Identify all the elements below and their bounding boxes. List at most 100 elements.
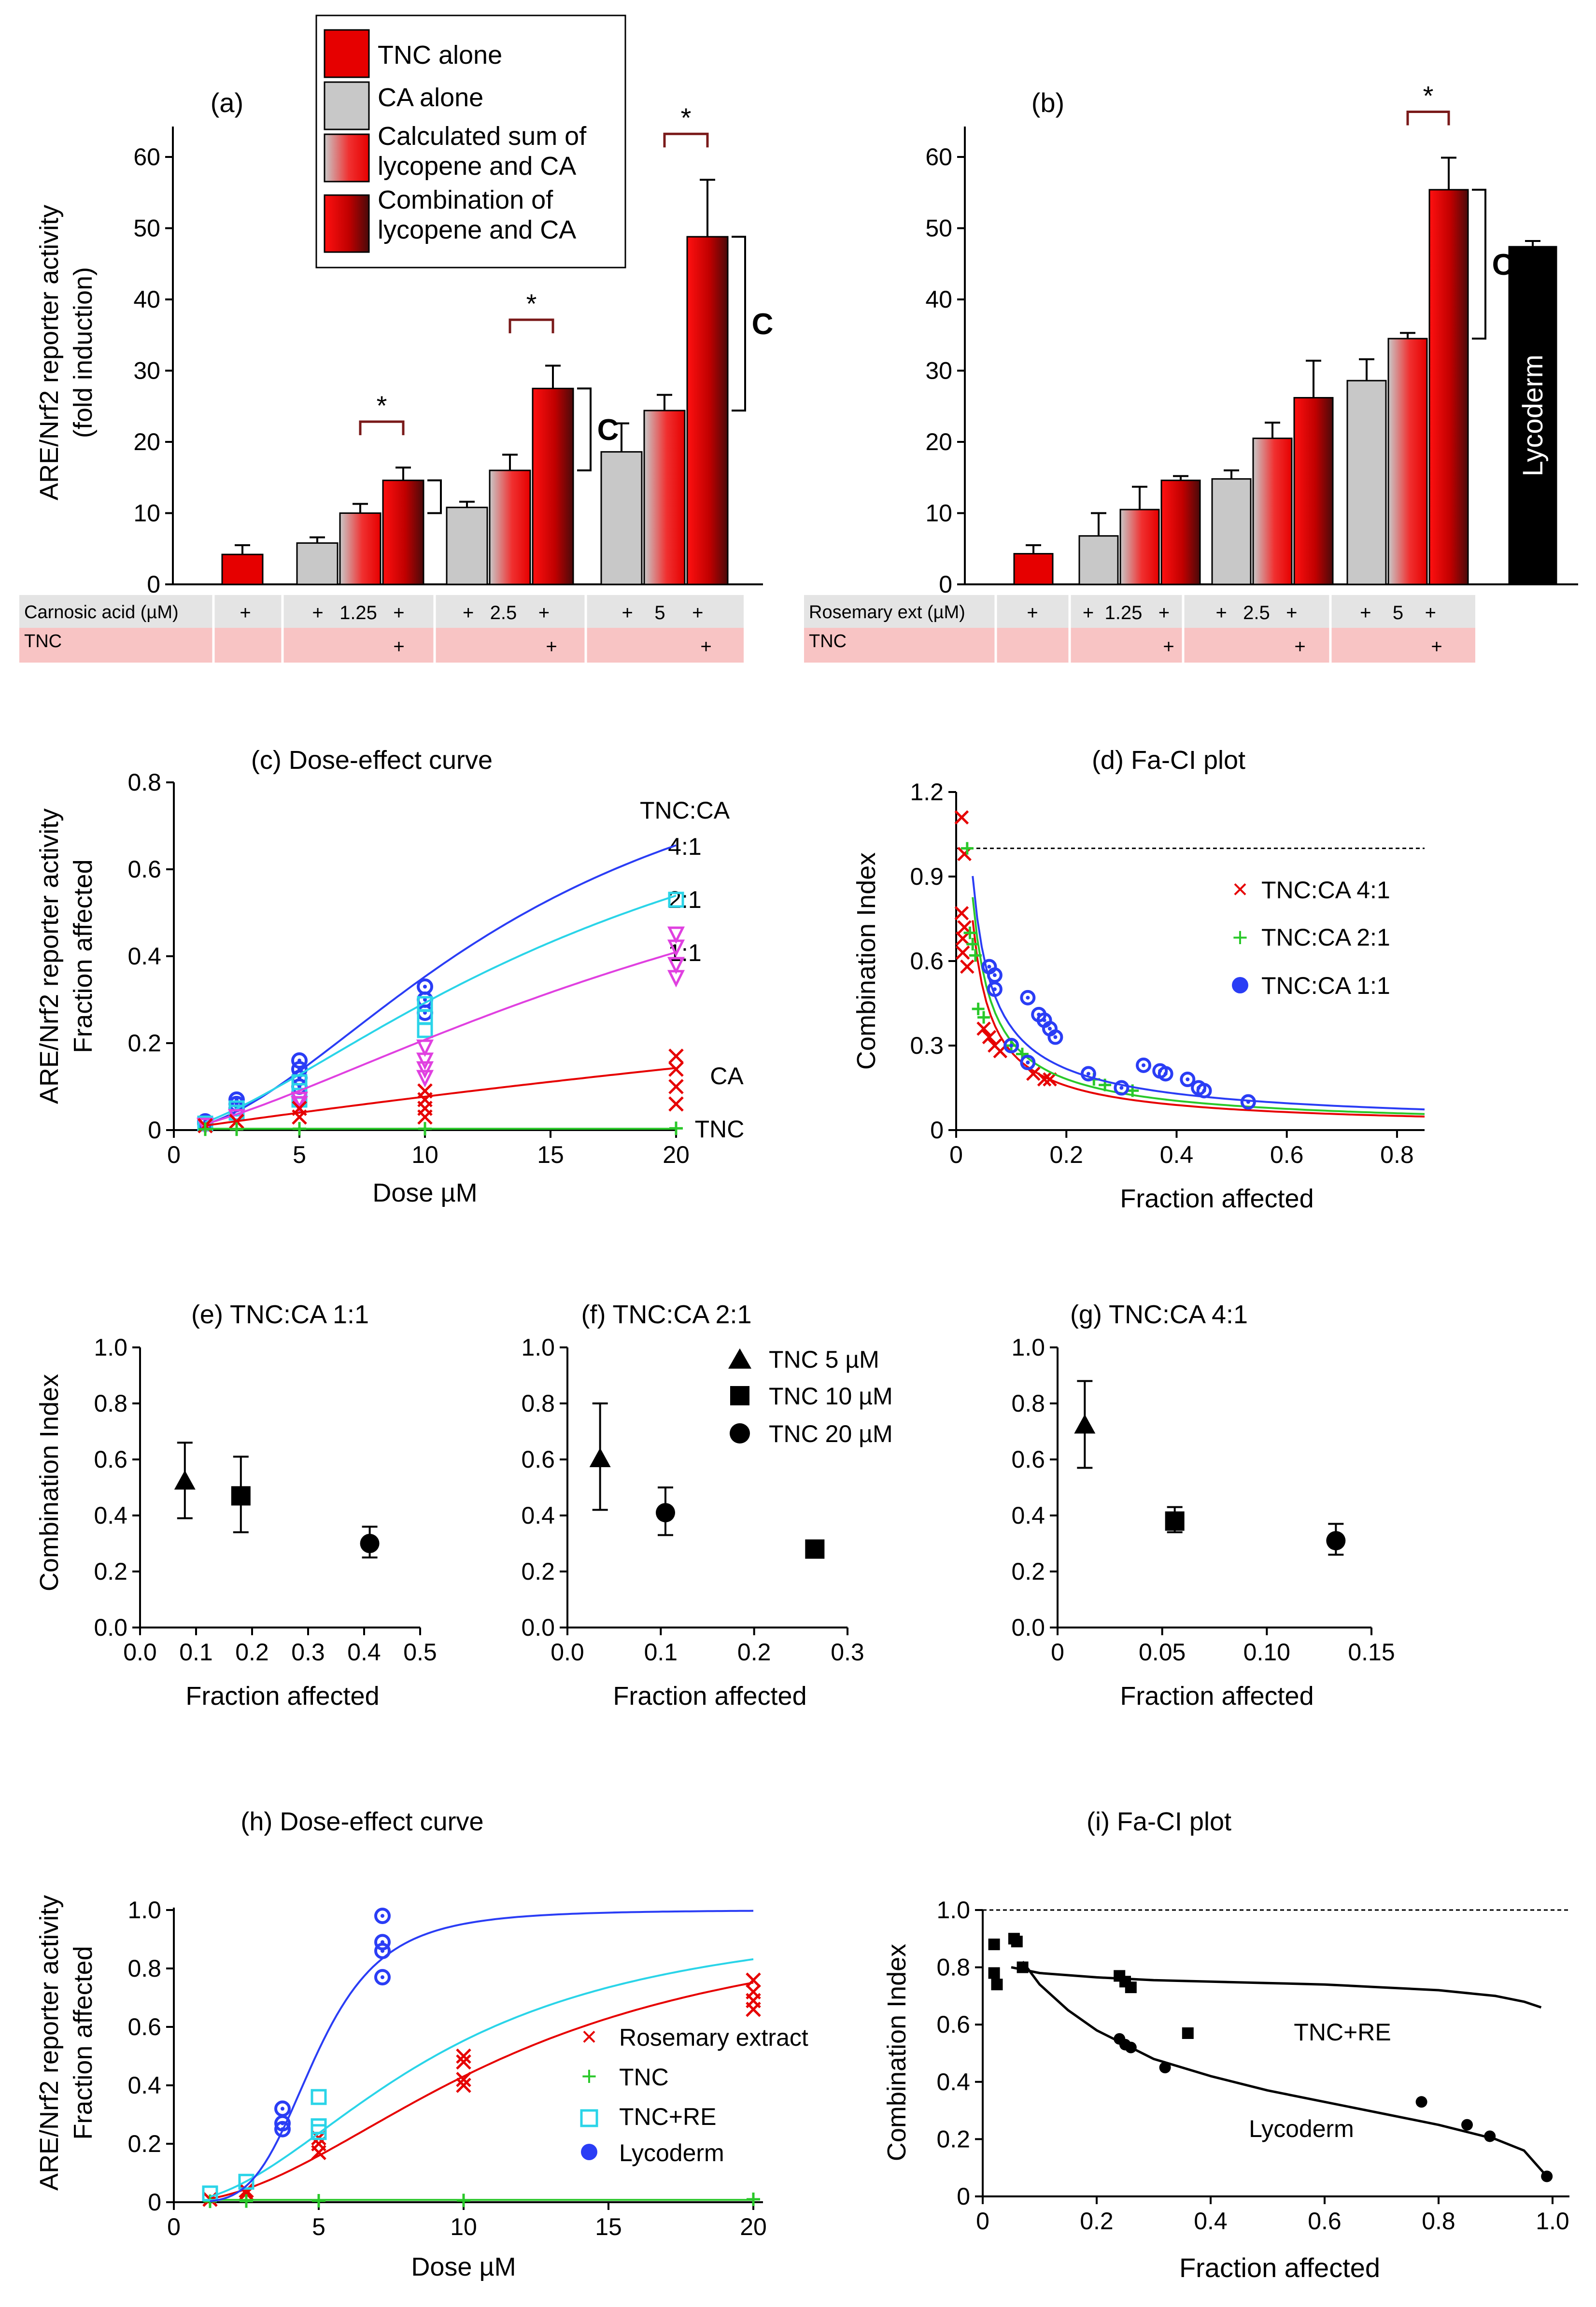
table-b-row1-label: Rosemary ext (µM)	[809, 602, 965, 623]
panel-d-xtick-label: 0.4	[1160, 1141, 1194, 1168]
panel-c: 0 0.2 0.4 0.6 0.8 0 5 10 15 20 (c) Dose-effect cu…	[35, 746, 744, 1207]
bar-a-1-combo	[382, 480, 424, 585]
point-d-2-0-dot	[987, 964, 991, 969]
panel-c-ytick-label: 0.4	[127, 943, 161, 970]
panel-h-legend-label-tnc: TNC	[619, 2064, 669, 2091]
panel-f-legend: TNC 5 µM TNC 10 µM TNC 20 µM	[728, 1346, 893, 1447]
point-h-3-2-dot	[281, 2127, 284, 2131]
bar-b-2-sum	[1252, 438, 1293, 585]
panel-a-ytick-label: 30	[133, 357, 160, 384]
panel-f-ytick-label: 0.2	[521, 1558, 555, 1585]
panel-f-xtick-label: 0.0	[551, 1639, 584, 1666]
point-c-0-8-dot	[297, 1085, 301, 1089]
panel-h-legend: × + Rosemary extract TNC TNC+RE Lycoderm	[580, 2021, 808, 2166]
table-b-col3-row2: +	[1294, 636, 1305, 657]
panel-a-table: Carnosic acid (µM) TNC + + 1.25 + + + 2.…	[19, 595, 744, 663]
point-h-1-2	[312, 2194, 325, 2208]
panel-i-xtick-label: 0.6	[1308, 2208, 1342, 2235]
panel-f-xlabel: Fraction affected	[613, 1682, 806, 1711]
point-d-2-3	[1020, 990, 1036, 1005]
point-d-0-2	[954, 906, 969, 920]
bar-b-1-combo	[1160, 480, 1201, 585]
panel-c-series-label-2-1: 2:1	[668, 886, 702, 913]
point-c-1-3	[291, 1074, 308, 1090]
significance-star-a-1: *	[377, 390, 387, 421]
point-i-1-3	[1159, 2062, 1171, 2074]
point-c-2-11	[667, 970, 685, 988]
panel-a-ytick-label: 10	[133, 500, 160, 527]
panel-c-xtick-label: 5	[293, 1141, 306, 1168]
panel-h-ytick-label: 0.6	[127, 2013, 161, 2040]
point-d-0-12	[1037, 1072, 1052, 1087]
point-d-2-15-dot	[1186, 1077, 1190, 1081]
panel-d-ytick-label: 1.2	[910, 778, 944, 806]
panel-c-xtick-label: 0	[167, 1141, 181, 1168]
panel-d-xtick-label: 0.8	[1380, 1141, 1414, 1168]
point-d-2-12	[1136, 1057, 1151, 1073]
point-c-3-8	[668, 1048, 684, 1064]
point-h-2-1	[238, 2174, 254, 2190]
panel-e-plot	[174, 1442, 380, 1558]
point-d-2-17	[1196, 1083, 1212, 1099]
panel-h-legend-label-tncre: TNC+RE	[619, 2103, 716, 2130]
panel-d-legend-label-4-1: TNC:CA 4:1	[1261, 877, 1390, 904]
point-c-2-4	[416, 1039, 434, 1057]
point-d-2-5-dot	[1042, 1018, 1046, 1022]
point-d-1-1	[963, 926, 976, 939]
point-d-0-1	[957, 847, 972, 862]
point-i-0-0	[988, 1939, 1000, 1951]
synergy-bracket-a-3	[732, 236, 746, 412]
point-d-0-6	[960, 959, 975, 974]
panel-h-legend-label-re: Rosemary extract	[619, 2024, 808, 2051]
point-h-3-0-dot	[281, 2107, 284, 2111]
point-d-2-10-dot	[1086, 1072, 1090, 1076]
panel-h-xtick-label: 0	[167, 2213, 181, 2240]
curve-c-0	[205, 844, 677, 1126]
panel-i-ylabel: Combination Index	[882, 1944, 911, 2161]
curve-h-0	[210, 1981, 754, 2200]
panel-g-axes	[1057, 1347, 1371, 1628]
panel-g-ytick-label: 0.4	[1011, 1502, 1045, 1529]
panel-b-ytick-label: 30	[925, 357, 952, 384]
legend-label-combo-1: Combination of	[378, 185, 553, 214]
panel-i-plot	[983, 1909, 1569, 2182]
point-c-2-7	[416, 1070, 434, 1088]
panel-i-ytick-label: 0	[957, 2183, 970, 2210]
point-d-2-11	[1114, 1080, 1130, 1096]
panel-e-ticks: 0.0 0.2 0.4 0.6 0.8 1.0 0.0 0.1 0.2 0.3 0.4 0.5	[94, 1334, 437, 1666]
panel-e-xlabel: Fraction affected	[185, 1682, 379, 1711]
panel-d-ytick-label: 0.6	[910, 948, 944, 975]
panel-f-legend-label-10: TNC 10 µM	[769, 1383, 893, 1410]
point-h-3-4	[374, 1934, 391, 1951]
bar-a-2-combo	[532, 387, 574, 585]
point-d-0-13	[1043, 1072, 1057, 1087]
point-h-0-13	[746, 2001, 761, 2017]
panel-h-axes	[173, 1908, 763, 2203]
point-c-1-8	[417, 1022, 433, 1038]
point-d-2-17-dot	[1202, 1089, 1206, 1093]
bar-a-2-ca	[446, 507, 488, 585]
point-i-1-6	[1484, 2130, 1496, 2142]
panel-h-xtick-label: 10	[450, 2213, 477, 2240]
panel-d-plot	[954, 810, 1425, 1118]
panel-i-ytick-label: 0.6	[936, 2011, 970, 2038]
curve-c-3	[205, 1067, 677, 1127]
panel-h-ytick-label: 0.8	[127, 1955, 161, 1982]
point-h-0-6	[456, 2048, 471, 2064]
panel-d-ylabel: Combination Index	[852, 852, 881, 1070]
bar-b-2-combo	[1293, 397, 1334, 585]
panel-d-xtick-label: 0	[949, 1141, 963, 1168]
point-d-2-8	[1003, 1038, 1019, 1053]
point-h-0-9	[456, 2078, 471, 2093]
significance-star-a-2: *	[526, 288, 537, 319]
panel-f-legend-label-20: TNC 20 µM	[769, 1420, 893, 1447]
panel-h-legend-marker-lyco	[581, 2144, 597, 2160]
point-i-0-4	[1011, 1936, 1023, 1948]
significance-star-a-3: *	[681, 102, 692, 133]
panel-f-plot	[589, 1402, 825, 1559]
panel-d-ytick-label: 0	[930, 1117, 944, 1144]
panel-e-xtick-label: 0.4	[347, 1639, 381, 1666]
point-h-1-3	[457, 2194, 470, 2208]
